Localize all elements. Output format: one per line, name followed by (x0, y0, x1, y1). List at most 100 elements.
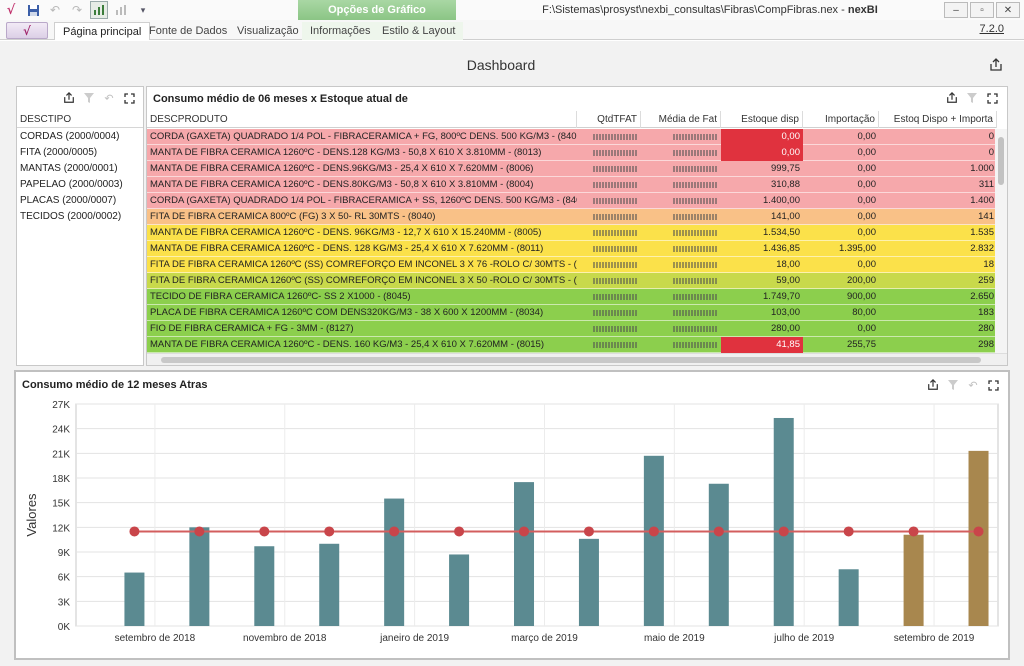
grid-title: Consumo médio de 06 meses x Estoque atua… (153, 93, 408, 105)
chart-reset-icon[interactable]: ↶ (968, 379, 978, 392)
list-item[interactable]: MANTAS (2000/0001) (20, 163, 118, 174)
chart-export-icon[interactable] (926, 378, 940, 392)
cell-estoque-total: 1.535 (970, 227, 994, 238)
cell-media-fat-masked (641, 337, 721, 353)
column-header-estoque-total[interactable]: Estoq Dispo + Importa (879, 111, 997, 128)
bar (449, 554, 470, 626)
table-row[interactable]: MANTA DE FIBRA CERAMICA 1260ºC - DENS.80… (147, 177, 997, 193)
grid-horizontal-scrollbar[interactable] (147, 353, 1007, 365)
column-header-qtdtfat[interactable]: QtdTFAT (577, 111, 641, 128)
grid-hscroll-thumb[interactable] (161, 357, 981, 363)
cell-estoque-total: 2.832 (970, 243, 994, 254)
table-row[interactable]: MANTA DE FIBRA CERAMICA 1260ºC - DENS. 1… (147, 337, 997, 353)
table-row[interactable]: CORDA (GAXETA) QUADRADO 1/4 POL - FIBRAC… (147, 193, 997, 209)
chart-maximize-icon[interactable] (986, 378, 1000, 392)
average-point (908, 526, 919, 537)
list-item[interactable]: PLACAS (2000/0007) (20, 195, 117, 206)
cell-estoque-disp: 310,88 (770, 179, 800, 190)
tab-estilo-layout[interactable]: Estilo & Layout (374, 22, 464, 40)
table-row[interactable]: FITA DE FIBRA CERAMICA 800ºC (FG) 3 X 50… (147, 209, 997, 225)
table-row[interactable]: PLACA DE FIBRA CERAMICA 1260ºC COM DENS3… (147, 305, 997, 321)
table-row[interactable]: FIO DE FIBRA CERAMICA + FG - 3MM - (8127… (147, 321, 997, 337)
average-point (778, 526, 789, 537)
list-maximize-icon[interactable] (122, 91, 136, 105)
table-row[interactable]: TECIDO DE FIBRA CERAMICA 1260ºC- SS 2 X1… (147, 289, 997, 305)
y-axis-label: Valores (24, 493, 39, 537)
redo-icon[interactable]: ↷ (71, 3, 83, 17)
version-link[interactable]: 7.2.0 (979, 23, 1004, 35)
average-point (324, 526, 335, 537)
cell-descproduto: MANTA DE FIBRA CERAMICA 1260ºC - DENS.12… (150, 147, 542, 158)
x-tick-label: novembro de 2018 (243, 633, 327, 644)
table-row[interactable]: FITA DE FIBRA CERAMICA 1260ºC (SS) COMRE… (147, 273, 997, 289)
customize-toolbar-icon[interactable]: ▾ (140, 4, 146, 15)
table-row[interactable]: CORDA (GAXETA) QUADRADO 1/4 POL - FIBRAC… (147, 129, 997, 145)
close-icon[interactable]: ✕ (996, 2, 1020, 18)
list-clear-filter-icon[interactable] (82, 91, 96, 105)
grid-clear-filter-icon[interactable] (965, 91, 979, 105)
app-menu-button[interactable]: √ (6, 22, 48, 39)
tab-informacoes[interactable]: Informações (302, 22, 379, 40)
grid-export-icon[interactable] (945, 91, 959, 105)
table-row[interactable]: FITA DE FIBRA CERAMICA 1260ºC (SS) COMRE… (147, 257, 997, 273)
consumption-chart-panel: Consumo médio de 12 meses Atras ↶ 0K 3K 6K… (14, 370, 1010, 660)
dashboard-export-icon[interactable] (988, 57, 1004, 73)
save-icon[interactable] (24, 1, 42, 19)
tab-fonte-de-dados[interactable]: Fonte de Dados (149, 25, 228, 37)
window-title-path: F:\Sistemas\prosyst\nexbi_consultas\Fibr… (542, 4, 839, 16)
list-reset-icon[interactable]: ↶ (104, 92, 114, 105)
y-tick-label: 21K (52, 449, 70, 460)
list-item[interactable]: CORDAS (2000/0004) (20, 131, 120, 142)
maximize-icon[interactable]: ▫ (970, 2, 994, 18)
category-list-panel: ↶ DESCTIPO CORDAS (2000/0004) FITA (2000… (16, 86, 144, 366)
cell-estoque-disp: 1.534,50 (763, 227, 800, 238)
tab-visualizacao[interactable]: Visualização (237, 25, 299, 37)
column-header-estoque-disp[interactable]: Estoque disp (721, 111, 803, 128)
cell-estoque-disp: 0,00 (721, 129, 803, 145)
grid-vertical-scrollbar[interactable] (995, 129, 1007, 365)
cell-estoque-disp: 1.400,00 (763, 195, 800, 206)
chart-clear-filter-icon[interactable] (946, 378, 960, 392)
x-tick-label: março de 2019 (511, 633, 578, 644)
cell-media-fat-masked (641, 193, 721, 209)
y-tick-label: 3K (58, 597, 71, 608)
column-header-descproduto[interactable]: DESCPRODUTO (147, 111, 577, 128)
column-header-media-fat[interactable]: Média de Fat (641, 111, 721, 128)
chart-toggle-icon[interactable] (90, 1, 108, 19)
list-item[interactable]: PAPELAO (2000/0003) (20, 179, 123, 190)
table-row[interactable]: MANTA DE FIBRA CERAMICA 1260ºC - DENS.12… (147, 145, 997, 161)
table-row[interactable]: MANTA DE FIBRA CERAMICA 1260ºC - DENS. 9… (147, 225, 997, 241)
cell-media-fat-masked (641, 289, 721, 305)
grid-vscroll-thumb[interactable] (998, 137, 1004, 185)
y-tick-label: 24K (52, 425, 70, 436)
cell-descproduto: CORDA (GAXETA) QUADRADO 1/4 POL - FIBRAC… (150, 131, 577, 142)
undo-icon[interactable]: ↶ (49, 3, 61, 17)
cell-media-fat-masked (641, 209, 721, 225)
ribbon-tab-bar: √ Página principal Fonte de Dados Visual… (0, 20, 1024, 40)
window-controls: – ▫ ✕ (944, 2, 1020, 18)
cell-descproduto: FITA DE FIBRA CERAMICA 800ºC (FG) 3 X 50… (150, 211, 436, 222)
table-row[interactable]: MANTA DE FIBRA CERAMICA 1260ºC - DENS.96… (147, 161, 997, 177)
chart-wizard-icon[interactable] (112, 1, 130, 19)
y-tick-label: 27K (52, 400, 70, 411)
tab-pagina-principal[interactable]: Página principal (54, 22, 151, 40)
list-export-icon[interactable] (62, 91, 76, 105)
cell-qtdtfat-masked (577, 321, 641, 337)
y-tick-label: 18K (52, 474, 70, 485)
minimize-icon[interactable]: – (944, 2, 968, 18)
consumption-bar-chart[interactable]: 0K 3K 6K 9K 12K 15K 18K 21K 24K 27K Valores setembr… (16, 396, 1008, 658)
title-bar: √ ↶ ↷ ▾ Opções de Gráfico F:\Sistemas\pr… (0, 0, 1024, 20)
bar (319, 543, 340, 626)
grid-maximize-icon[interactable] (985, 91, 999, 105)
cell-importacao: 0,00 (857, 131, 877, 142)
list-item[interactable]: TECIDOS (2000/0002) (20, 211, 122, 222)
column-header-importacao[interactable]: Importação (803, 111, 879, 128)
y-tick-label: 15K (52, 499, 70, 510)
list-column-header[interactable]: DESCTIPO (17, 111, 143, 128)
cell-descproduto: TECIDO DE FIBRA CERAMICA 1260ºC- SS 2 X1… (150, 291, 411, 302)
table-row[interactable]: MANTA DE FIBRA CERAMICA 1260ºC - DENS. 1… (147, 241, 997, 257)
bar (968, 450, 989, 626)
dashboard-area: Dashboard ↶ DESCTIPO CORDAS (2000/0004) … (0, 41, 1024, 666)
list-item[interactable]: FITA (2000/0005) (20, 147, 98, 158)
grid-header-row: DESCPRODUTO QtdTFAT Média de Fat Estoque… (147, 111, 997, 128)
